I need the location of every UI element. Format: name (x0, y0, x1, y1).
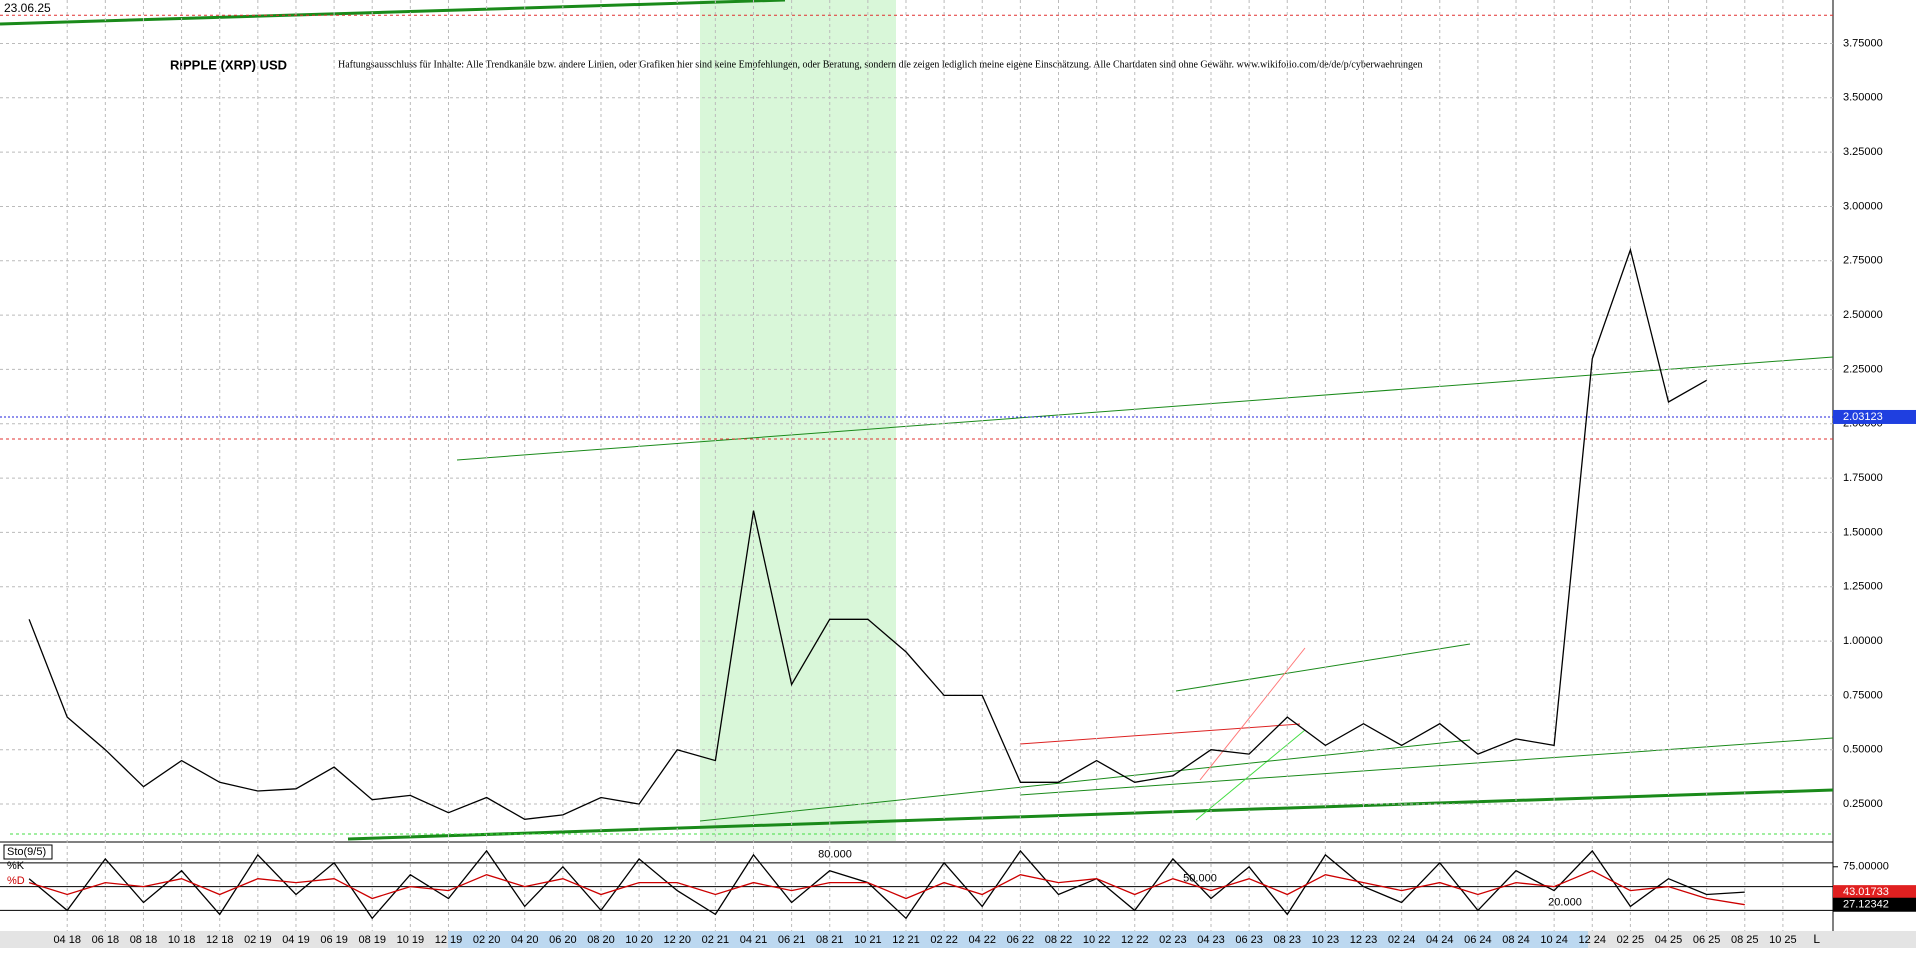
date-label: 23.06.25 (4, 1, 51, 15)
chart-title: RIPPLE (XRP) USD (170, 57, 287, 72)
legend-label: %D (7, 875, 25, 887)
y-tick-label: 2.75000 (1843, 255, 1883, 267)
x-tick-label: 08 22 (1045, 934, 1073, 946)
current-price-box (1833, 409, 1916, 424)
x-tick-label: 06 23 (1235, 934, 1263, 946)
last-value-label: 43.01733 (1843, 886, 1889, 898)
x-tick-label: 06 25 (1693, 934, 1721, 946)
x-tick-label: 06 22 (1007, 934, 1035, 946)
red-trendlines (1019, 647, 1306, 781)
x-tick-label: 12 18 (206, 934, 234, 946)
x-tick-label: 06 24 (1464, 934, 1492, 946)
y-tick-label: 0.25000 (1843, 798, 1883, 810)
y-tick-label: 3.50000 (1843, 92, 1883, 104)
indicator-box (3, 844, 53, 860)
x-tick-label: 06 19 (320, 934, 348, 946)
current-price-label: 2.03123 (1843, 411, 1883, 423)
series-line (28, 247, 1707, 820)
x-tick-label: 04 20 (511, 934, 539, 946)
y-tick-label: 0.75000 (1843, 689, 1883, 701)
level-label: 50.000 (1183, 873, 1217, 885)
last-value-box (1833, 885, 1916, 900)
x-tick-label: 04 19 (282, 934, 310, 946)
highlight-zone (700, 0, 896, 841)
scroll-end-label: L (1813, 932, 1820, 946)
x-tick-label: 10 23 (1312, 934, 1340, 946)
x-tick-label: 02 22 (930, 934, 958, 946)
x-tick-label: 10 21 (854, 934, 882, 946)
last-value-box (1833, 897, 1916, 912)
x-tick-label: 08 18 (130, 934, 158, 946)
x-tick-label: 12 20 (663, 934, 691, 946)
legend-label: %K (7, 860, 25, 872)
x-tick-label: 02 19 (244, 934, 272, 946)
y-tick-label: 1.25000 (1843, 581, 1883, 593)
x-tick-label: 12 21 (892, 934, 920, 946)
x-tick-label: 08 23 (1273, 934, 1301, 946)
x-tick-label: 12 24 (1579, 934, 1607, 946)
x-tick-label: 04 25 (1655, 934, 1683, 946)
y-tick-label: 3.75000 (1843, 37, 1883, 49)
x-tick-label: 02 20 (473, 934, 501, 946)
y-tick-label: 1.50000 (1843, 526, 1883, 538)
x-tick-label: 12 23 (1350, 934, 1378, 946)
y-tick-label: 3.25000 (1843, 146, 1883, 158)
x-tick-label: 08 24 (1502, 934, 1530, 946)
indicator-title: Sto(9/5) (7, 846, 46, 858)
x-tick-label: 10 20 (625, 934, 653, 946)
y-tick-label: 2.50000 (1843, 309, 1883, 321)
x-tick-label: 12 19 (435, 934, 463, 946)
last-value-label: 27.12342 (1843, 899, 1889, 911)
y-tick-label: 1.75000 (1843, 472, 1883, 484)
x-tick-label: 04 23 (1197, 934, 1225, 946)
x-tick-label: 06 18 (92, 934, 120, 946)
x-tick-label: 04 18 (53, 934, 81, 946)
x-tick-label: 10 22 (1083, 934, 1111, 946)
x-tick-label: 12 22 (1121, 934, 1149, 946)
x-tick-label: 08 19 (358, 934, 386, 946)
trendlines (0, 0, 1834, 841)
y-tick-label: 0.50000 (1843, 744, 1883, 756)
x-tick-label: 02 21 (702, 934, 730, 946)
series-line (28, 849, 1745, 920)
x-tick-label: 10 24 (1540, 934, 1568, 946)
level-label: 80.000 (818, 849, 852, 861)
x-axis-highlight (448, 931, 1588, 948)
x-tick-label: 08 25 (1731, 934, 1759, 946)
x-tick-label: 08 20 (587, 934, 615, 946)
x-tick-label: 04 24 (1426, 934, 1454, 946)
x-tick-label: 04 21 (740, 934, 768, 946)
x-tick-label: 10 18 (168, 934, 196, 946)
level-label: 20.000 (1548, 896, 1582, 908)
x-tick-label: 04 22 (968, 934, 996, 946)
y-tick-label: 2.25000 (1843, 363, 1883, 375)
x-tick-label: 02 25 (1617, 934, 1645, 946)
x-tick-label: 10 25 (1769, 934, 1797, 946)
x-tick-label: 02 23 (1159, 934, 1187, 946)
y-tick-label: 75.00000 (1843, 861, 1889, 873)
y-tick-label: 3.00000 (1843, 200, 1883, 212)
series-line (28, 869, 1745, 906)
x-tick-label: 08 21 (816, 934, 844, 946)
x-tick-label: 02 24 (1388, 934, 1416, 946)
x-tick-label: 06 20 (549, 934, 577, 946)
x-tick-label: 10 19 (397, 934, 425, 946)
y-tick-label: 1.00000 (1843, 635, 1883, 647)
disclaimer: Haftungsausschluss für Inhalte: Alle Tre… (338, 59, 1423, 70)
x-tick-label: 06 21 (778, 934, 806, 946)
